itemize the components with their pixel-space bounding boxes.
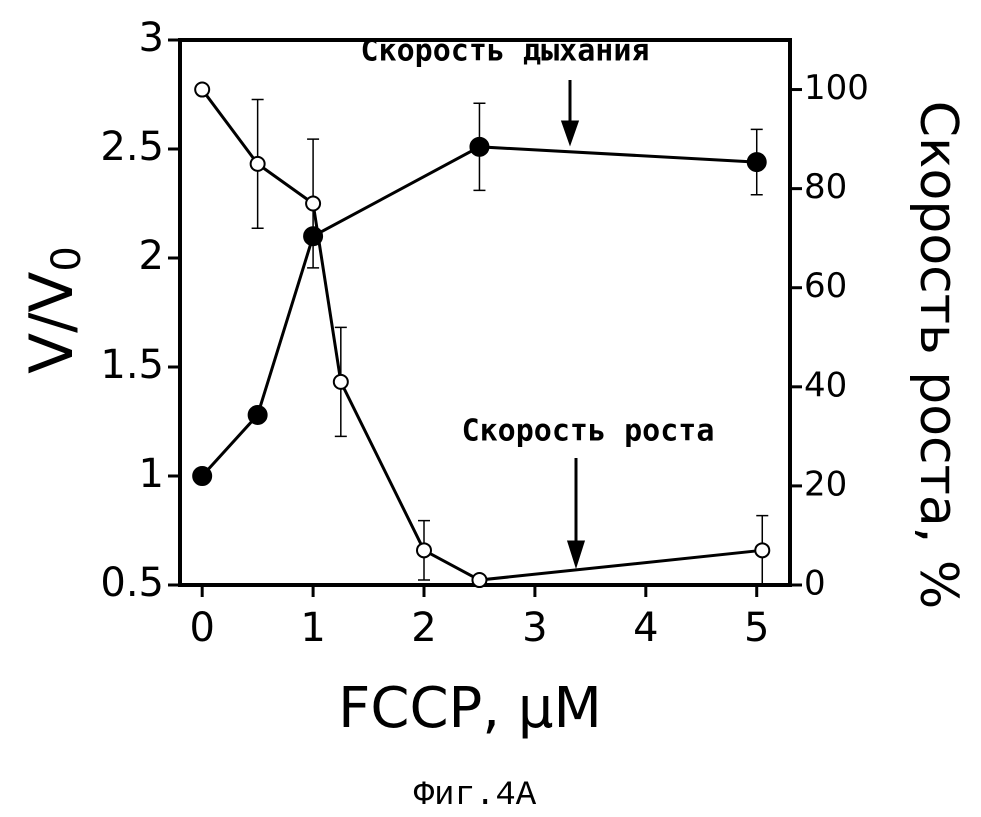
marker [249, 406, 267, 424]
y-tick-label: 2 [139, 233, 164, 279]
y2-tick-label: 20 [804, 464, 847, 504]
marker [470, 138, 488, 156]
plot-frame [180, 40, 790, 585]
y2-tick-label: 60 [804, 266, 847, 306]
y-axis-label: V/V0 [17, 246, 90, 374]
marker [748, 153, 766, 171]
y2-tick-label: 80 [804, 167, 847, 207]
caption: Фиг.4A [414, 777, 537, 815]
y-tick-label: 1 [139, 451, 164, 497]
x-tick-label: 3 [522, 605, 547, 651]
x-tick-label: 1 [300, 605, 325, 651]
series-line [202, 90, 762, 581]
x-tick-label: 0 [189, 605, 214, 651]
marker [334, 375, 348, 389]
x-tick-label: 4 [633, 605, 658, 651]
y-label-sub: 0 [44, 246, 90, 271]
marker [306, 197, 320, 211]
y-tick-label: 2.5 [100, 124, 164, 170]
marker [193, 467, 211, 485]
marker [195, 83, 209, 97]
y2-tick-label: 0 [804, 564, 826, 604]
annotation: Скорость роста [462, 414, 715, 449]
y-tick-label: 0.5 [100, 560, 164, 606]
y2-tick-label: 40 [804, 365, 847, 405]
marker [251, 157, 265, 171]
y2-tick-label: 100 [804, 68, 869, 108]
y-tick-label: 3 [139, 15, 164, 61]
x-axis-label: FCCP, μM [338, 676, 602, 741]
marker [755, 543, 769, 557]
x-tick-label: 2 [411, 605, 436, 651]
y2-axis-label: Скорость роста, % [908, 101, 968, 609]
marker [417, 543, 431, 557]
x-tick-label: 5 [744, 605, 769, 651]
y-tick-label: 1.5 [100, 342, 164, 388]
marker [472, 573, 486, 587]
y-label-main: V/V [17, 272, 87, 374]
svg-text:V/V0: V/V0 [17, 246, 90, 374]
